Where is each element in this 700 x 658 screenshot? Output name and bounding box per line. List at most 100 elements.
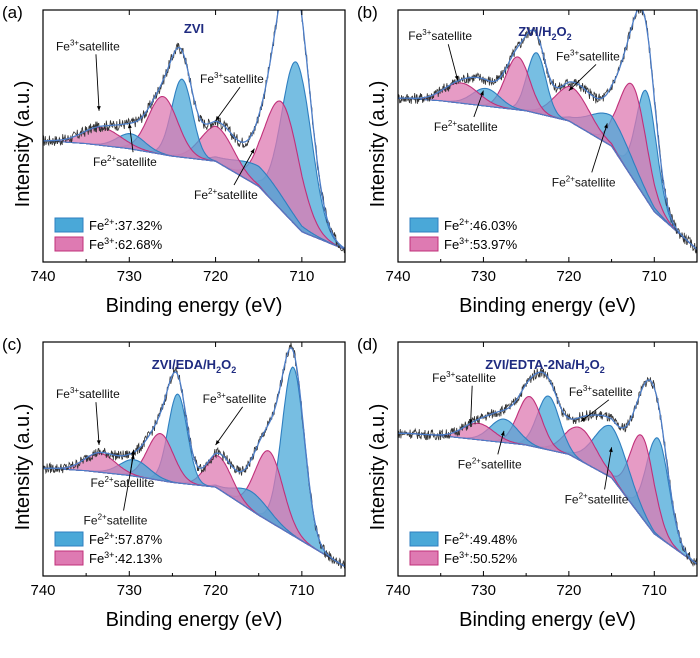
charge-text: 2+ xyxy=(98,513,107,522)
annotation-arrowhead xyxy=(96,440,101,445)
legend-entry: Fe3+:42.13% xyxy=(89,550,163,566)
satellite-word: satellite xyxy=(575,175,616,189)
ion-text: Fe xyxy=(565,492,579,506)
annotation-arrowhead xyxy=(608,447,613,453)
annotation-arrow xyxy=(95,54,100,111)
satellite-annotation: Fe3+satellite xyxy=(56,38,120,53)
satellite-word: satellite xyxy=(579,49,620,63)
satellite-annotation: Fe2+satellite xyxy=(552,174,616,189)
annotation-arrow xyxy=(95,402,100,445)
legend-value: :53.97% xyxy=(469,237,517,252)
legend-ion: Fe xyxy=(444,551,459,566)
satellite-word: satellite xyxy=(114,476,155,490)
title-subscript: 2 xyxy=(567,32,572,42)
chart-panel: 740 730 720 710 Binding energy (eV) Intensity… xyxy=(2,3,346,317)
title-part: ZVI/EDA/H xyxy=(152,357,216,372)
annotation-arrowhead xyxy=(568,86,574,91)
fitted-envelope-line xyxy=(398,371,697,565)
plot-area xyxy=(398,10,697,255)
fe3-peak-area xyxy=(43,450,345,567)
legend-ion: Fe xyxy=(89,237,104,252)
charge-text: 3+ xyxy=(422,28,431,37)
legend-swatch-fe3 xyxy=(409,550,439,566)
x-tick-label: 710 xyxy=(289,582,314,599)
fe2-peak-area xyxy=(398,425,697,565)
x-tick-label: 730 xyxy=(117,268,142,285)
satellite-annotation: Fe2+satellite xyxy=(93,154,157,169)
satellite-annotation: Fe3+satellite xyxy=(432,370,496,385)
y-axis-label: Intensity (a.u.) xyxy=(367,404,389,531)
x-tick-label: 720 xyxy=(203,268,228,285)
satellite-word: satellite xyxy=(431,29,472,43)
legend-entry: Fe3+:50.52% xyxy=(444,550,518,566)
annotation-arrow xyxy=(123,454,135,511)
charge-text: 3+ xyxy=(570,48,579,57)
panel-label: (b) xyxy=(357,3,378,22)
charge-text: 3+ xyxy=(70,386,79,395)
ion-text: Fe xyxy=(93,155,107,169)
satellite-annotation: Fe3+satellite xyxy=(408,28,472,43)
annotation-arrow xyxy=(580,399,610,422)
x-tick-label: 730 xyxy=(471,268,496,285)
panel-label: (a) xyxy=(2,3,23,22)
satellite-word: satellite xyxy=(588,492,629,506)
title-part: ZVI/H xyxy=(518,24,551,39)
plot-frame xyxy=(397,9,698,263)
ion-text: Fe xyxy=(56,39,70,53)
legend-charge: 2+ xyxy=(459,531,469,541)
annotation-arrow xyxy=(470,385,473,424)
charge-text: 2+ xyxy=(208,187,217,196)
satellite-word: satellite xyxy=(457,120,498,134)
charge-text: 2+ xyxy=(104,475,113,484)
chart-title: ZVI/EDTA-2Na/H2O2 xyxy=(485,357,605,375)
fitted-envelope-line xyxy=(43,347,345,568)
chart-title: ZVI xyxy=(184,21,204,36)
satellite-word: satellite xyxy=(226,392,267,406)
legend-value: :50.52% xyxy=(469,551,517,566)
title-part: O xyxy=(590,357,600,372)
legend-swatch-fe2 xyxy=(409,217,439,233)
annotation-arrow xyxy=(447,44,459,81)
satellite-word: satellite xyxy=(223,72,264,86)
title-subscript: 2 xyxy=(552,32,557,42)
satellite-annotation: Fe3+satellite xyxy=(56,386,120,401)
chart-panel: 740 730 720 710 Binding energy (eV) Intensity… xyxy=(357,335,698,631)
x-axis-label: Binding energy (eV) xyxy=(106,609,283,631)
satellite-word: satellite xyxy=(455,371,496,385)
satellite-annotation: Fe2+satellite xyxy=(458,456,522,471)
legend-swatch-fe3 xyxy=(409,236,439,252)
annotation-arrowhead xyxy=(96,106,101,111)
title-part: O xyxy=(557,24,567,39)
x-tick-label: 710 xyxy=(289,268,314,285)
satellite-word: satellite xyxy=(116,155,157,169)
legend-ion: Fe xyxy=(89,532,104,547)
x-tick-label: 740 xyxy=(30,268,55,285)
x-tick-label: 730 xyxy=(117,582,142,599)
x-tick-label: 720 xyxy=(203,582,228,599)
ion-text: Fe xyxy=(203,392,217,406)
ion-text: Fe xyxy=(434,120,448,134)
x-tick-label: 710 xyxy=(642,268,667,285)
title-subscript: 2 xyxy=(231,365,236,375)
legend-ion: Fe xyxy=(89,551,104,566)
legend-entry: Fe3+:62.68% xyxy=(89,236,163,252)
plot-area xyxy=(43,342,345,569)
satellite-annotation: Fe2+satellite xyxy=(565,491,629,506)
legend-charge: 3+ xyxy=(459,550,469,560)
fe3-peak-area xyxy=(43,101,345,250)
legend-entry: Fe3+:53.97% xyxy=(444,236,518,252)
charge-text: 3+ xyxy=(70,38,79,47)
satellite-annotation: Fe3+satellite xyxy=(569,384,633,399)
legend-swatch-fe3 xyxy=(54,236,84,252)
annotation-arrow xyxy=(568,64,597,91)
fe2-peak-area xyxy=(398,52,697,250)
legend-value: :37.32% xyxy=(114,218,162,233)
fe3-peak-area xyxy=(398,83,697,250)
ion-text: Fe xyxy=(194,188,208,202)
annotation-arrowhead xyxy=(250,148,255,154)
charge-text: 2+ xyxy=(579,491,588,500)
ion-text: Fe xyxy=(56,387,70,401)
satellite-annotation: Fe2+satellite xyxy=(84,513,148,528)
x-tick-label: 710 xyxy=(642,582,667,599)
